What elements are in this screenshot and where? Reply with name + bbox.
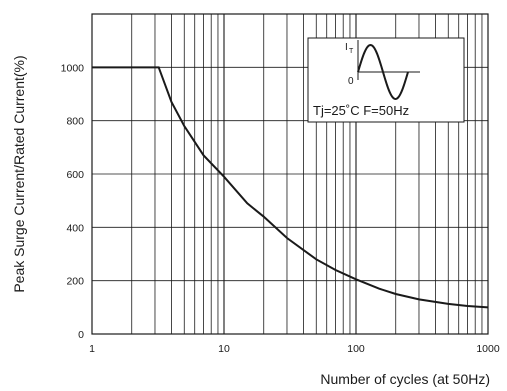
x-axis-label: Number of cycles (at 50Hz) [320, 371, 490, 387]
x-tick-label: 100 [347, 343, 365, 355]
y-tick-label: 0 [78, 329, 84, 341]
plot-frame [91, 13, 489, 335]
y-tick-label: 600 [66, 169, 84, 181]
y-tick-label: 800 [66, 116, 84, 128]
y-tick-label: 400 [66, 222, 84, 234]
y-tick-label: 200 [66, 276, 84, 288]
x-tick-labels: 1 10 100 1000 [89, 343, 500, 355]
y-axis-label: Peak Surge Current/Rated Current(%) [11, 55, 27, 292]
grid [92, 14, 488, 334]
x-tick-label: 1000 [476, 343, 500, 355]
inset-zero-label: 0 [348, 76, 354, 87]
x-tick-label: 10 [218, 343, 230, 355]
inset-conditions: Tj=25˚C F=50Hz [313, 103, 409, 118]
x-tick-label: 1 [89, 343, 95, 355]
series-line [92, 66, 489, 309]
inset-current-subscript: T [349, 48, 354, 55]
inset-box: I T 0 Tj=25˚C F=50Hz [307, 37, 465, 123]
inset-current-symbol: I [345, 42, 348, 53]
y-tick-label: 1000 [61, 62, 85, 74]
sine-wave-icon [357, 43, 409, 101]
y-tick-labels: 0 200 400 600 800 1000 [61, 62, 85, 341]
